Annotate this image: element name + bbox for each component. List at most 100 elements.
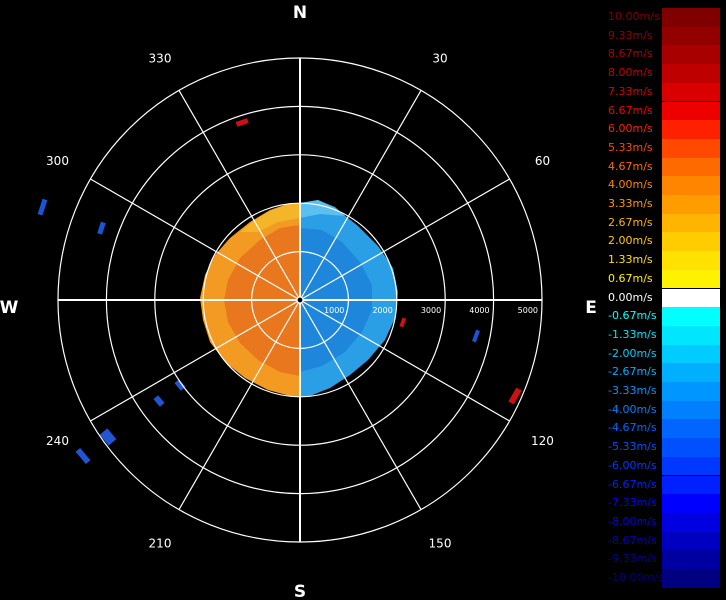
echo-speck [472,329,480,343]
radar-display: 1000 2000 3000 4000 5000 30 60 120 150 210 240 300… [0,3,597,600]
bearing-label: 30 [432,52,447,66]
legend-swatch [662,438,720,457]
range-ring-label: 5000 [518,306,538,315]
legend-swatch [662,475,720,495]
legend-label: -2.67m/s [608,365,657,379]
legend-label: -8.00m/s [608,514,657,528]
echo-east-edge [300,200,345,218]
legend-swatch [662,251,720,270]
legend-swatch [662,213,720,233]
azimuth-line [299,299,422,510]
legend-label: 4.67m/s [608,159,653,173]
legend-label: -2.00m/s [608,346,657,360]
legend-swatch [662,382,720,401]
echo-speck [97,221,106,235]
legend-label: 5.33m/s [608,140,653,154]
range-ring-label: 1000 [324,306,344,315]
compass-east-label: E [585,298,597,318]
legend-label: -4.67m/s [608,421,657,435]
legend-label: 7.33m/s [608,84,653,98]
legend-label: 2.00m/s [608,234,653,248]
bearing-label: 150 [429,536,452,550]
echo-speck [153,395,165,407]
legend-swatch [662,325,720,345]
azimuth-line [299,178,510,301]
radar-center [296,296,304,304]
range-ring-labels: 1000 2000 3000 4000 5000 [324,306,538,315]
legend-label: 6.00m/s [608,122,653,136]
legend-swatch [662,494,720,513]
legend-swatch [662,8,720,27]
bearing-label: 240 [46,434,69,448]
legend-label: -6.67m/s [608,477,657,491]
azimuth-line [299,90,422,301]
legend-label: -7.33m/s [608,496,657,510]
legend-label: -0.67m/s [608,309,657,323]
bearing-label: 120 [531,434,554,448]
legend-label: 10.00m/s [608,10,660,23]
compass-south-label: S [294,582,306,600]
legend-swatch [662,456,720,476]
bearing-labels: 30 60 120 150 210 240 300 330 [46,52,554,551]
echo-speck [399,317,407,328]
legend-label: -3.33m/s [608,384,657,397]
legend-swatch [662,138,720,158]
echo-speck [37,198,48,216]
legend-swatch [662,120,720,139]
legend-swatch [662,82,720,102]
legend-swatch [662,307,720,326]
legend-label: 1.33m/s [608,253,653,267]
legend-swatch [662,176,720,195]
echo-speck [235,118,249,127]
bearing-label: 60 [535,154,550,168]
echo-speck [99,428,117,446]
legend-label: -1.33m/s [608,327,657,341]
compass-labels: N S E W [0,3,597,600]
azimuth-line [178,299,301,510]
legend-label: -6.00m/s [608,458,657,472]
bearing-label: 330 [149,52,172,66]
legend-swatch [662,419,720,439]
legend-swatch [662,512,720,532]
legend-label: 2.67m/s [608,215,653,229]
legend-label: 6.67m/s [608,103,653,117]
compass-north-label: N [293,3,307,23]
legend-swatch [662,195,720,214]
azimuth-line [90,299,301,422]
bearing-label: 300 [46,154,69,168]
legend-swatch [662,288,720,308]
range-ring-label: 3000 [421,306,441,315]
velocity-legend: 10.00m/s 9.33m/s 8.67m/s 8.00m/s 7.33m/s 6.67… [605,0,726,600]
legend-swatch [662,26,720,46]
legend-swatch [662,45,720,65]
compass-west-label: W [0,298,19,318]
legend-swatch [662,232,720,252]
velocity-echo [37,118,522,465]
echo-speck [508,387,522,405]
legend-label: -10.00m/s [608,571,664,584]
legend-label: 4.00m/s [608,178,653,192]
range-ring-label: 2000 [372,306,392,315]
legend-label: 8.00m/s [608,66,653,80]
legend-label: 3.33m/s [608,197,653,210]
legend-swatch [662,531,720,551]
legend-label: -9.33m/s [608,552,657,566]
legend-swatch [662,550,720,569]
azimuth-line [90,178,301,301]
polar-grid [57,57,543,543]
azimuth-line [178,90,301,301]
legend-label: -5.33m/s [608,440,657,454]
echo-speck [75,447,91,465]
legend-swatch [662,101,720,121]
legend-label: -4.00m/s [608,402,657,416]
legend-label: 9.33m/s [608,28,653,42]
legend-swatch [662,569,720,588]
legend-label: 8.67m/s [608,47,653,61]
legend-swatch [662,157,720,177]
legend-swatch [662,269,720,289]
legend-swatch [662,344,720,364]
legend-swatch [662,64,720,83]
echo-speck [174,379,186,391]
legend-swatch [662,400,720,420]
bearing-label: 210 [149,536,172,550]
